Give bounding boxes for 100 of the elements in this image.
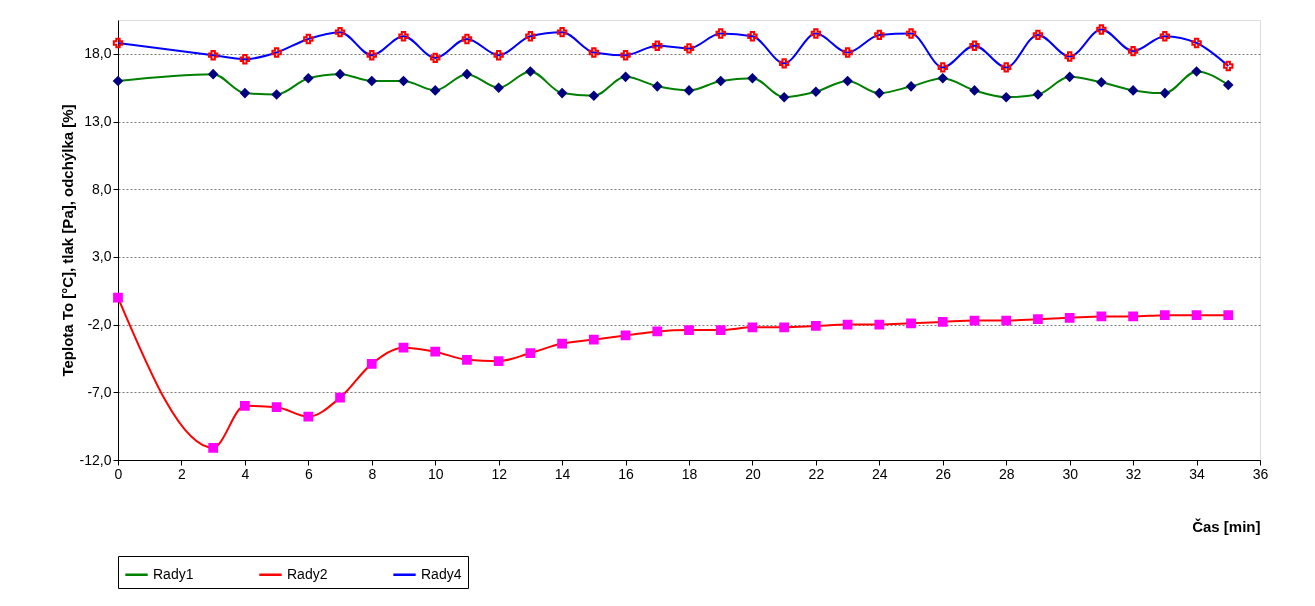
x-tick-label: 12: [491, 465, 508, 482]
point: [1223, 310, 1234, 321]
x-tick-label: 14: [554, 465, 571, 482]
x-tick-label: 30: [1062, 465, 1079, 482]
point: [905, 28, 917, 39]
point: [239, 54, 251, 65]
point: [811, 321, 821, 331]
point: [366, 359, 377, 369]
point: [525, 66, 536, 77]
point: [778, 58, 790, 69]
point: [207, 50, 219, 61]
point: [811, 86, 821, 97]
point: [303, 73, 314, 84]
point: [398, 31, 409, 42]
point: [652, 40, 663, 51]
point: [620, 50, 631, 61]
point: [525, 31, 536, 42]
point: [1033, 89, 1043, 100]
point: [366, 76, 377, 86]
point: [1001, 62, 1012, 73]
point: [779, 92, 790, 103]
point: [747, 73, 758, 84]
point: [937, 62, 948, 73]
point: [906, 318, 916, 329]
point: [334, 27, 346, 38]
point: [1159, 88, 1170, 98]
point: [747, 322, 758, 333]
point: [557, 338, 567, 349]
point: [1033, 314, 1043, 325]
point: [684, 325, 694, 335]
point: [303, 411, 314, 422]
point: [1128, 311, 1138, 322]
point: [1001, 315, 1012, 326]
point: [588, 47, 600, 58]
x-tick-label: 0: [114, 465, 123, 482]
y-axis-title: Teplota To [°C], tlak [Pa], odchýlka [%]: [58, 104, 76, 377]
point: [271, 402, 282, 413]
point: [1223, 60, 1234, 72]
point: [779, 322, 790, 333]
point: [271, 89, 282, 100]
point: [1191, 37, 1202, 49]
point: [588, 334, 599, 345]
point: [874, 29, 885, 41]
point: [112, 37, 124, 49]
point: [493, 356, 504, 367]
point: [1191, 66, 1202, 77]
point: [937, 317, 948, 327]
y-tick-label: 13,0: [84, 113, 112, 130]
point: [462, 354, 472, 365]
point: [271, 47, 282, 58]
point: [969, 40, 980, 51]
point: [525, 348, 536, 358]
point: [715, 28, 726, 39]
point: [684, 85, 694, 96]
point: [556, 27, 568, 38]
point: [462, 69, 472, 80]
point: [461, 33, 473, 45]
point: [430, 85, 441, 96]
point: [969, 85, 980, 96]
x-tick-label: 20: [745, 465, 761, 482]
point: [715, 76, 726, 86]
point: [303, 33, 314, 45]
point: [1064, 51, 1075, 62]
point: [1223, 80, 1234, 90]
x-tick-label: 36: [1252, 465, 1269, 482]
point: [1032, 29, 1044, 41]
y-tick-label: -2,0: [87, 316, 112, 333]
point: [874, 319, 885, 330]
y-tick-label: 18,0: [84, 45, 112, 62]
y-tick-label: 3,0: [92, 248, 112, 265]
point: [208, 442, 219, 453]
y-tick-label: -12,0: [79, 451, 112, 468]
x-tick-label: 24: [872, 465, 888, 482]
point: [747, 31, 758, 42]
legend-label: Rady1: [153, 565, 194, 582]
point: [1001, 92, 1012, 103]
x-tick-label: 8: [368, 465, 377, 482]
point: [1096, 77, 1107, 88]
x-tick-label: 22: [808, 465, 825, 482]
point: [335, 392, 345, 403]
point: [715, 325, 726, 335]
point: [842, 47, 853, 58]
point: [398, 76, 409, 86]
point: [113, 76, 123, 86]
y-tick-label: 8,0: [92, 180, 112, 197]
y-tick-label: -7,0: [87, 383, 112, 400]
point: [557, 88, 567, 98]
point: [1127, 45, 1139, 57]
point: [430, 52, 441, 64]
x-tick-label: 32: [1125, 465, 1142, 482]
point: [810, 28, 822, 39]
x-tick-label: 16: [618, 465, 635, 482]
point: [1159, 31, 1171, 42]
point: [1096, 24, 1107, 35]
point: [1159, 310, 1170, 321]
point: [1128, 85, 1138, 96]
point: [240, 88, 250, 98]
point: [937, 73, 948, 84]
point: [652, 81, 663, 92]
x-tick-label: 4: [241, 465, 250, 482]
